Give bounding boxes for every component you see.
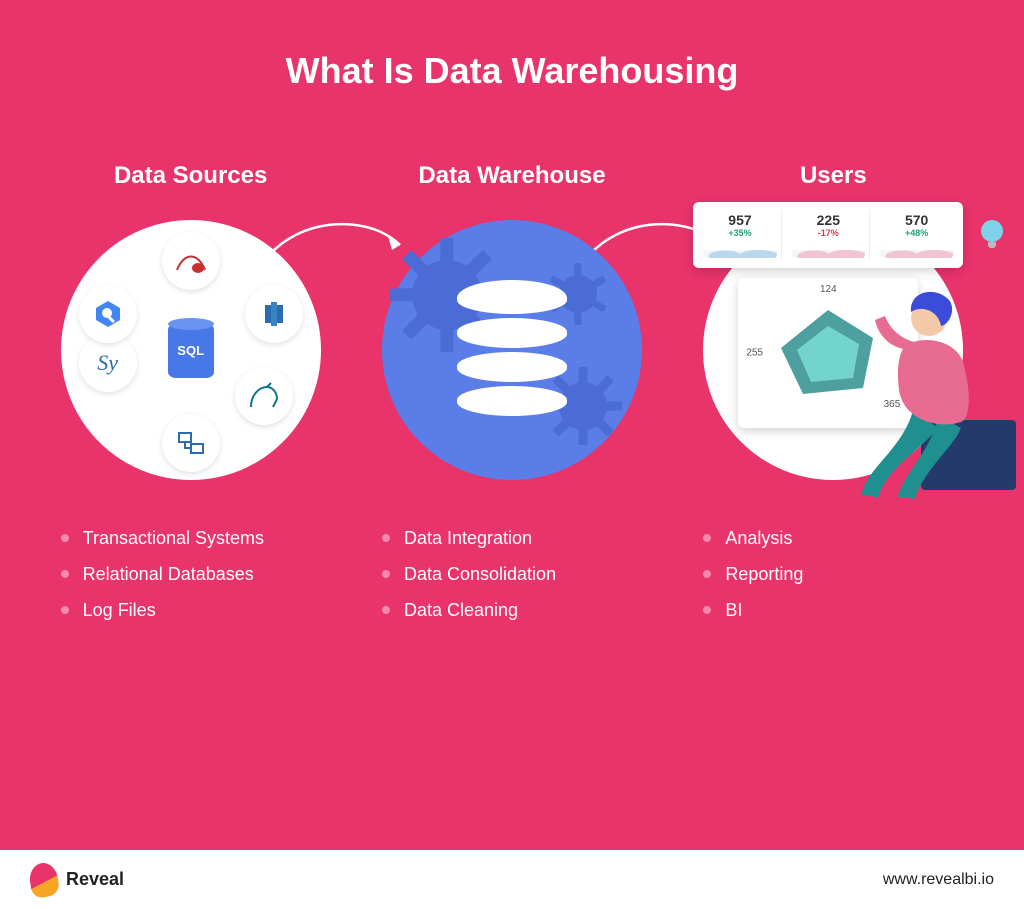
heading-users: Users <box>800 162 867 190</box>
heading-data-warehouse: Data Warehouse <box>418 162 605 190</box>
bullet-item: BI <box>703 592 803 628</box>
page-title: What Is Data Warehousing <box>0 50 1024 92</box>
column-data-warehouse: Data Warehouse <box>362 162 662 628</box>
bullet-item: Reporting <box>703 556 803 592</box>
bullet-item: Analysis <box>703 520 803 556</box>
brand-logo: Reveal <box>30 863 124 897</box>
heading-data-sources: Data Sources <box>114 162 267 190</box>
users-circle: 957 +35% 225 -17% 570 +48% <box>703 220 963 480</box>
bullets-warehouse: Data Integration Data Consolidation Data… <box>362 520 556 628</box>
bullet-item: Data Integration <box>382 520 556 556</box>
radar-label: 124 <box>820 284 837 295</box>
brand-logo-text: Reveal <box>66 869 124 890</box>
source-mysql-icon <box>235 367 293 425</box>
source-sqlserver-icon <box>162 232 220 290</box>
bullet-item: Data Consolidation <box>382 556 556 592</box>
sources-circle: SQL Sy <box>61 220 321 480</box>
footer-bar: Reveal www.revealbi.io <box>0 850 1024 909</box>
radar-label: 255 <box>746 348 763 359</box>
footer-url: www.revealbi.io <box>883 871 994 889</box>
database-stack-icon <box>457 280 567 420</box>
bullets-users: Analysis Reporting BI <box>683 520 803 628</box>
kpi-value: 957 <box>703 212 776 228</box>
bullet-item: Relational Databases <box>61 556 264 592</box>
kpi-value: 225 <box>792 212 865 228</box>
source-redshift-icon <box>245 285 303 343</box>
person-illustration <box>843 250 1023 510</box>
warehouse-circle <box>382 220 642 480</box>
kpi-delta: -17% <box>792 228 865 238</box>
kpi-value: 570 <box>880 212 953 228</box>
lightbulb-icon <box>981 220 1003 242</box>
column-data-sources: Data Sources SQL Sy <box>41 162 341 628</box>
infographic-canvas: What Is Data Warehousing Data Sources SQ… <box>0 0 1024 850</box>
columns-row: Data Sources SQL Sy <box>0 162 1024 628</box>
column-users: Users 957 +35% 225 -17% <box>683 162 983 628</box>
source-ssis-icon <box>162 414 220 472</box>
bullet-item: Data Cleaning <box>382 592 556 628</box>
bullet-item: Log Files <box>61 592 264 628</box>
kpi-delta: +48% <box>880 228 953 238</box>
bullets-sources: Transactional Systems Relational Databas… <box>41 520 264 628</box>
sql-db-icon: SQL <box>163 322 219 378</box>
sparkline-icon <box>703 240 776 258</box>
kpi-delta: +35% <box>703 228 776 238</box>
bullet-item: Transactional Systems <box>61 520 264 556</box>
kpi-card: 957 +35% <box>699 210 781 260</box>
source-bigquery-icon <box>79 285 137 343</box>
brand-logo-icon <box>28 861 60 899</box>
